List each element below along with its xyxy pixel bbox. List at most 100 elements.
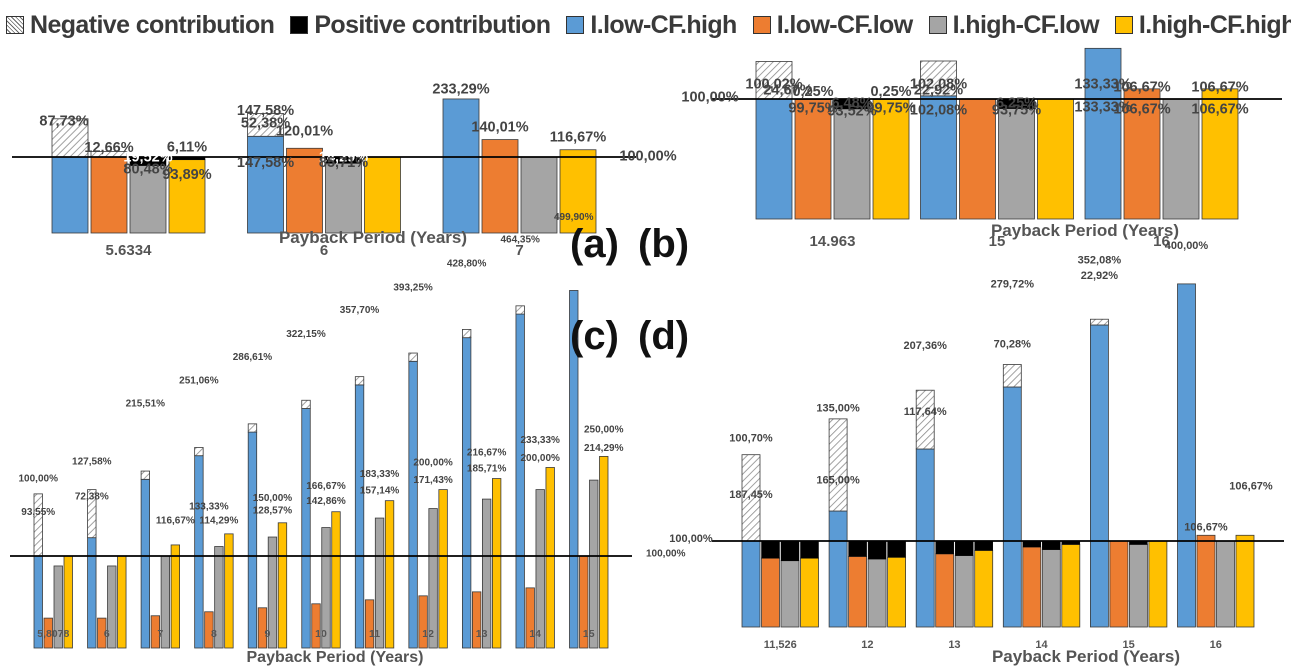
category-label-a: 6 xyxy=(320,242,328,259)
negative-contribution-b-1-0 xyxy=(920,60,957,97)
blue-swatch-icon xyxy=(566,16,585,34)
bar-b-2-0 xyxy=(1084,47,1122,220)
bar-c-8-1 xyxy=(471,591,482,649)
data-label-a-12: 233,29% xyxy=(432,81,489,97)
category-label-b: 14.963 xyxy=(810,233,856,250)
bar-b-0-0 xyxy=(755,98,793,220)
data-label-c-0: 100,00% xyxy=(19,474,59,485)
category-label-c: 11 xyxy=(369,628,380,640)
data-label-c-22: 216,67% xyxy=(467,448,507,459)
data-label-c-2: 127,58% xyxy=(72,456,112,467)
positive-contribution-d-2-1 xyxy=(935,540,954,555)
bar-d-1-3 xyxy=(887,556,906,628)
bar-c-7-2 xyxy=(428,508,438,649)
data-label-b-19: 106,67% xyxy=(1191,102,1248,118)
bar-c-7-0 xyxy=(408,360,418,649)
data-label-a-14: 116,67% xyxy=(550,129,607,145)
positive-contribution-d-1-2 xyxy=(867,540,887,560)
data-label-c-14: 142,86% xyxy=(306,496,346,507)
negative-contribution-c-2-0 xyxy=(140,470,151,480)
bar-b-2-3 xyxy=(1201,88,1239,220)
data-label-b-11: 6,25% xyxy=(996,96,1037,112)
bar-c-5-3 xyxy=(331,511,341,649)
category-label-d: 15 xyxy=(1123,639,1135,651)
bar-a-0-3 xyxy=(168,159,206,234)
category-label-c: 14 xyxy=(529,628,541,640)
data-label-d-4: 207,36% xyxy=(903,340,947,352)
data-label-b-4: 6,48% xyxy=(831,96,872,112)
bar-b-0-1 xyxy=(794,98,832,220)
legend-label: I.high-CF.low xyxy=(952,10,1100,39)
negative-contribution-d-4-0 xyxy=(1090,318,1109,326)
bar-c-2-1 xyxy=(150,615,161,649)
bar-d-3-3 xyxy=(1061,544,1081,628)
negative-contribution-c-4-0 xyxy=(247,423,258,433)
data-label-c-13: 166,67% xyxy=(306,481,346,492)
bar-a-0-1 xyxy=(90,156,128,234)
data-label-c-15: 357,70% xyxy=(340,305,380,316)
bar-d-4-3 xyxy=(1148,540,1168,628)
legend-item-positive: Positive contribution xyxy=(290,11,551,40)
data-label-c-12: 322,15% xyxy=(286,329,326,340)
data-label-c-26: 200,00% xyxy=(520,453,560,464)
bar-a-2-3 xyxy=(559,149,597,234)
bar-b-1-1 xyxy=(959,98,996,220)
bar-d-3-0 xyxy=(1002,386,1022,628)
category-label-c: 8 xyxy=(211,628,217,640)
category-label-d: 16 xyxy=(1210,639,1222,651)
legend-label: Negative contribution xyxy=(30,10,275,39)
bar-d-5-3 xyxy=(1235,534,1255,628)
legend-item-ilow-cflow: I.low-CF.low xyxy=(752,11,913,40)
data-label-c-9: 286,61% xyxy=(233,352,273,363)
data-label-c-28: 250,00% xyxy=(584,424,624,435)
data-label-d-10: 400,00% xyxy=(1165,240,1209,252)
panel-label-c: (c) xyxy=(570,314,619,358)
bar-d-3-2 xyxy=(1041,549,1061,628)
legend-label: I.low-CF.high xyxy=(590,10,737,39)
panel-label-b: (b) xyxy=(638,222,690,266)
bar-c-1-0 xyxy=(87,537,97,649)
bar-d-2-2 xyxy=(954,555,974,628)
data-label-a-0: 87,73% xyxy=(39,114,88,130)
data-label-a-10: 147,58% xyxy=(237,155,294,171)
hatch-swatch-icon xyxy=(6,16,24,34)
data-label-b-9: 102,08% xyxy=(910,77,967,93)
bar-a-0-2 xyxy=(129,165,167,234)
bar-c-4-3 xyxy=(277,522,288,649)
data-label-b-10: 22,92% xyxy=(914,83,963,99)
bar-c-7-1 xyxy=(418,595,428,649)
bar-c-10-2 xyxy=(589,479,599,649)
gray-swatch-icon xyxy=(928,16,947,34)
category-label-a: 5.6334 xyxy=(106,242,153,259)
data-label-c-18: 393,25% xyxy=(393,282,433,293)
negative-contribution-c-5-0 xyxy=(301,399,311,409)
negative-contribution-d-2-0 xyxy=(915,389,935,450)
category-label-c: 13 xyxy=(476,628,488,640)
negative-contribution-c-0-0 xyxy=(33,493,43,557)
data-label-c-6: 251,06% xyxy=(179,375,219,386)
category-label-c: 6 xyxy=(104,628,110,640)
bar-c-4-0 xyxy=(247,431,258,649)
bar-d-5-2 xyxy=(1216,540,1235,628)
category-label-c: 5,8078 xyxy=(37,628,69,640)
bar-c-2-0 xyxy=(140,478,151,649)
legend-item-ihigh-cfhigh: I.high-CF.high xyxy=(1114,11,1291,40)
data-label-a-1: 12,66% xyxy=(84,140,133,156)
data-label-c-3: 72,38% xyxy=(75,492,109,503)
data-label-a-13: 140,01% xyxy=(471,120,528,136)
data-label-d-6: 279,72% xyxy=(991,278,1035,290)
panel-label-a: (a) xyxy=(570,222,619,266)
bar-d-1-2 xyxy=(867,558,887,628)
bar-b-1-3 xyxy=(1037,98,1074,220)
bar-d-4-2 xyxy=(1129,544,1148,628)
bar-c-10-3 xyxy=(599,455,609,649)
bar-d-0-0 xyxy=(741,540,761,628)
bar-b-1-2 xyxy=(998,108,1035,220)
bar-d-0-3 xyxy=(800,557,819,628)
data-label-b-14: 133,33% xyxy=(1074,77,1131,93)
bar-d-1-0 xyxy=(828,510,848,628)
data-label-b-3: 0,25% xyxy=(870,84,911,100)
data-label-b-8: 100,00% xyxy=(681,89,738,105)
legend-item-ilow-cfhigh: I.low-CF.high xyxy=(566,10,737,40)
bar-d-2-3 xyxy=(974,550,994,628)
